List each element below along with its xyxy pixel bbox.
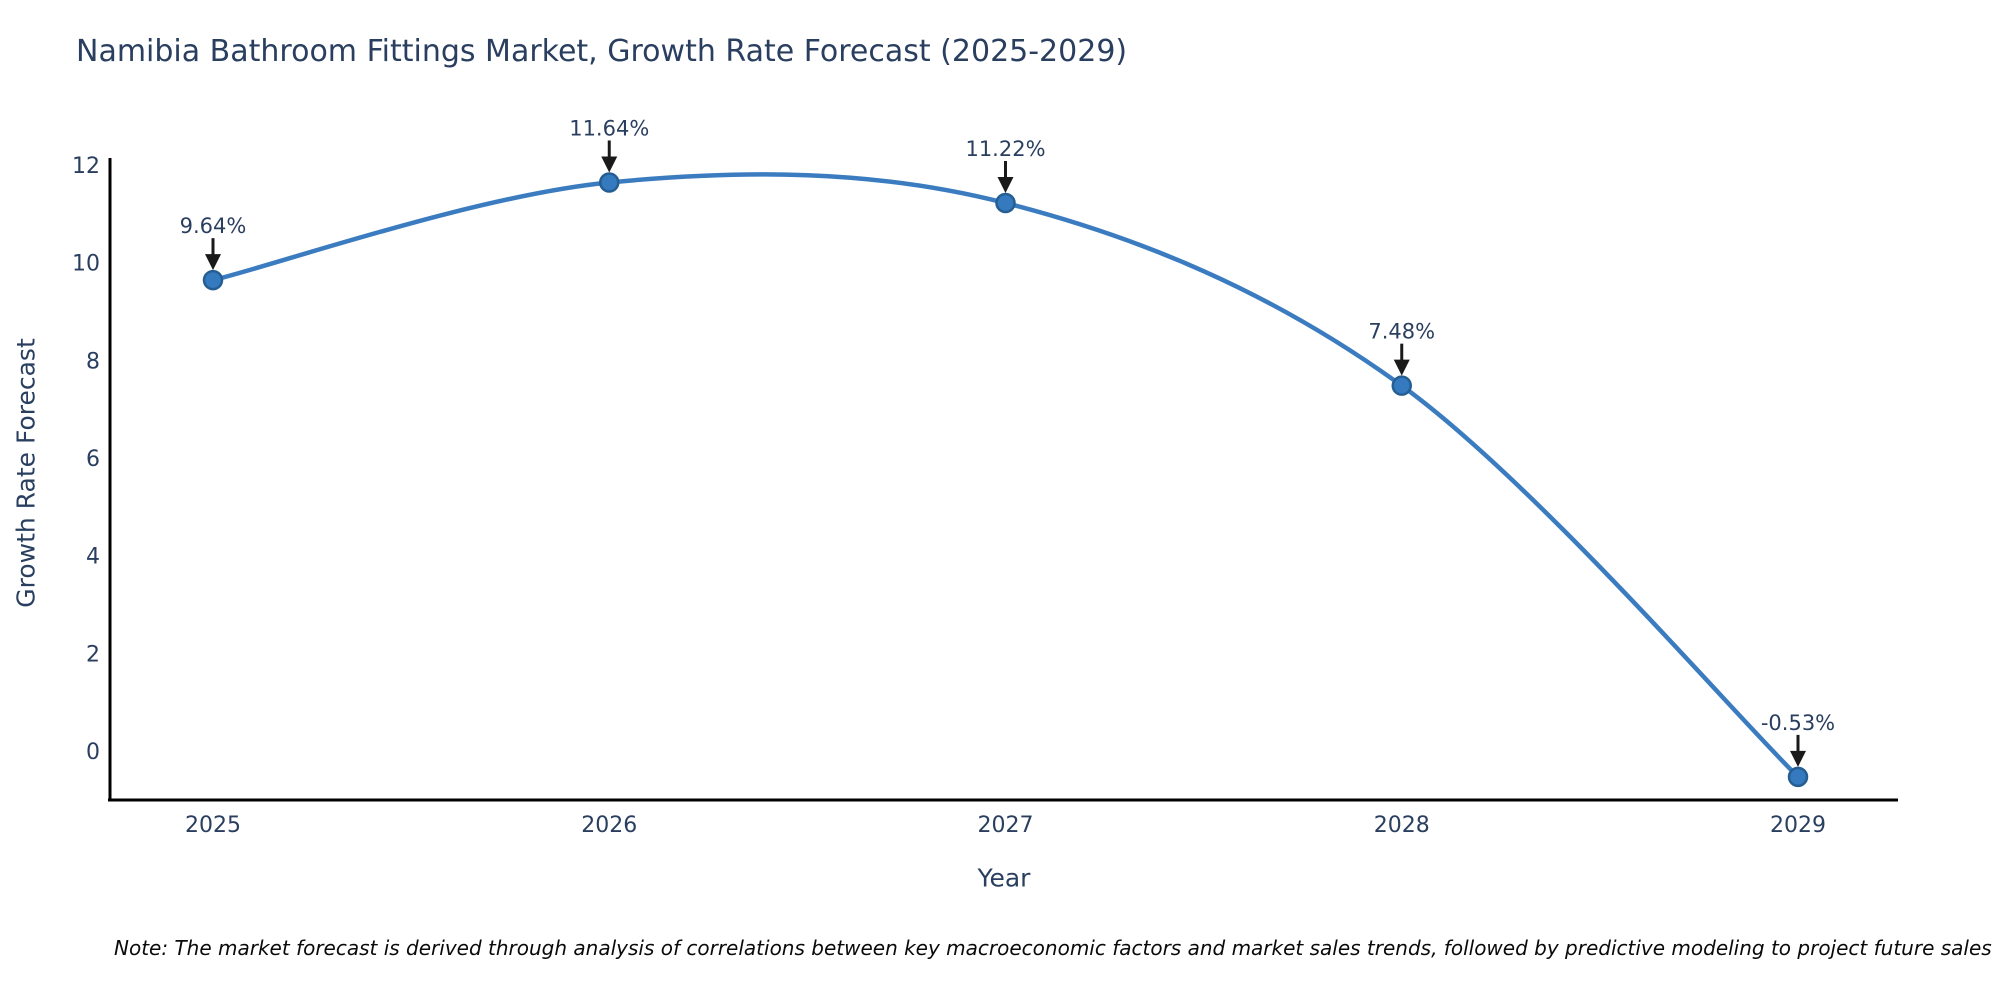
data-point-marker[interactable] bbox=[599, 172, 620, 193]
annotation-label: -0.53% bbox=[1761, 711, 1835, 735]
annotation-arrowhead bbox=[601, 156, 618, 173]
annotation-arrowhead bbox=[205, 254, 221, 271]
forecast-line bbox=[210, 172, 1801, 780]
x-axis-title: Year bbox=[977, 863, 1031, 893]
y-tick-label: 12 bbox=[72, 154, 100, 179]
y-tick-label: 2 bbox=[86, 642, 100, 667]
footnote: Note: The market forecast is derived thr… bbox=[114, 936, 1992, 960]
annotation-arrowhead bbox=[1393, 359, 1410, 376]
y-tick-label: 8 bbox=[86, 349, 100, 374]
annotation-arrowhead bbox=[1790, 750, 1806, 767]
data-point-marker[interactable] bbox=[995, 192, 1016, 214]
y-tick-label: 4 bbox=[86, 545, 100, 570]
data-point-marker[interactable] bbox=[1391, 375, 1412, 396]
annotation-label: 9.64% bbox=[180, 214, 247, 238]
data-point-marker[interactable] bbox=[202, 269, 224, 291]
x-tick-label: 2026 bbox=[581, 813, 637, 838]
y-tick-label: 6 bbox=[86, 447, 100, 472]
annotation-label: 11.22% bbox=[965, 137, 1045, 161]
y-tick-label: 0 bbox=[86, 740, 100, 765]
annotation-label: 11.64% bbox=[569, 116, 649, 140]
chart-title: Namibia Bathroom Fittings Market, Growth… bbox=[76, 34, 1128, 69]
annotation-arrowhead bbox=[997, 176, 1014, 193]
x-tick-label: 2029 bbox=[1770, 813, 1826, 838]
x-tick-label: 2028 bbox=[1374, 813, 1430, 838]
annotation-label: 7.48% bbox=[1368, 320, 1435, 344]
x-tick-label: 2027 bbox=[978, 813, 1034, 838]
y-tick-label: 10 bbox=[72, 252, 100, 277]
x-tick-label: 2025 bbox=[185, 813, 241, 838]
data-point-marker[interactable] bbox=[1787, 766, 1809, 788]
